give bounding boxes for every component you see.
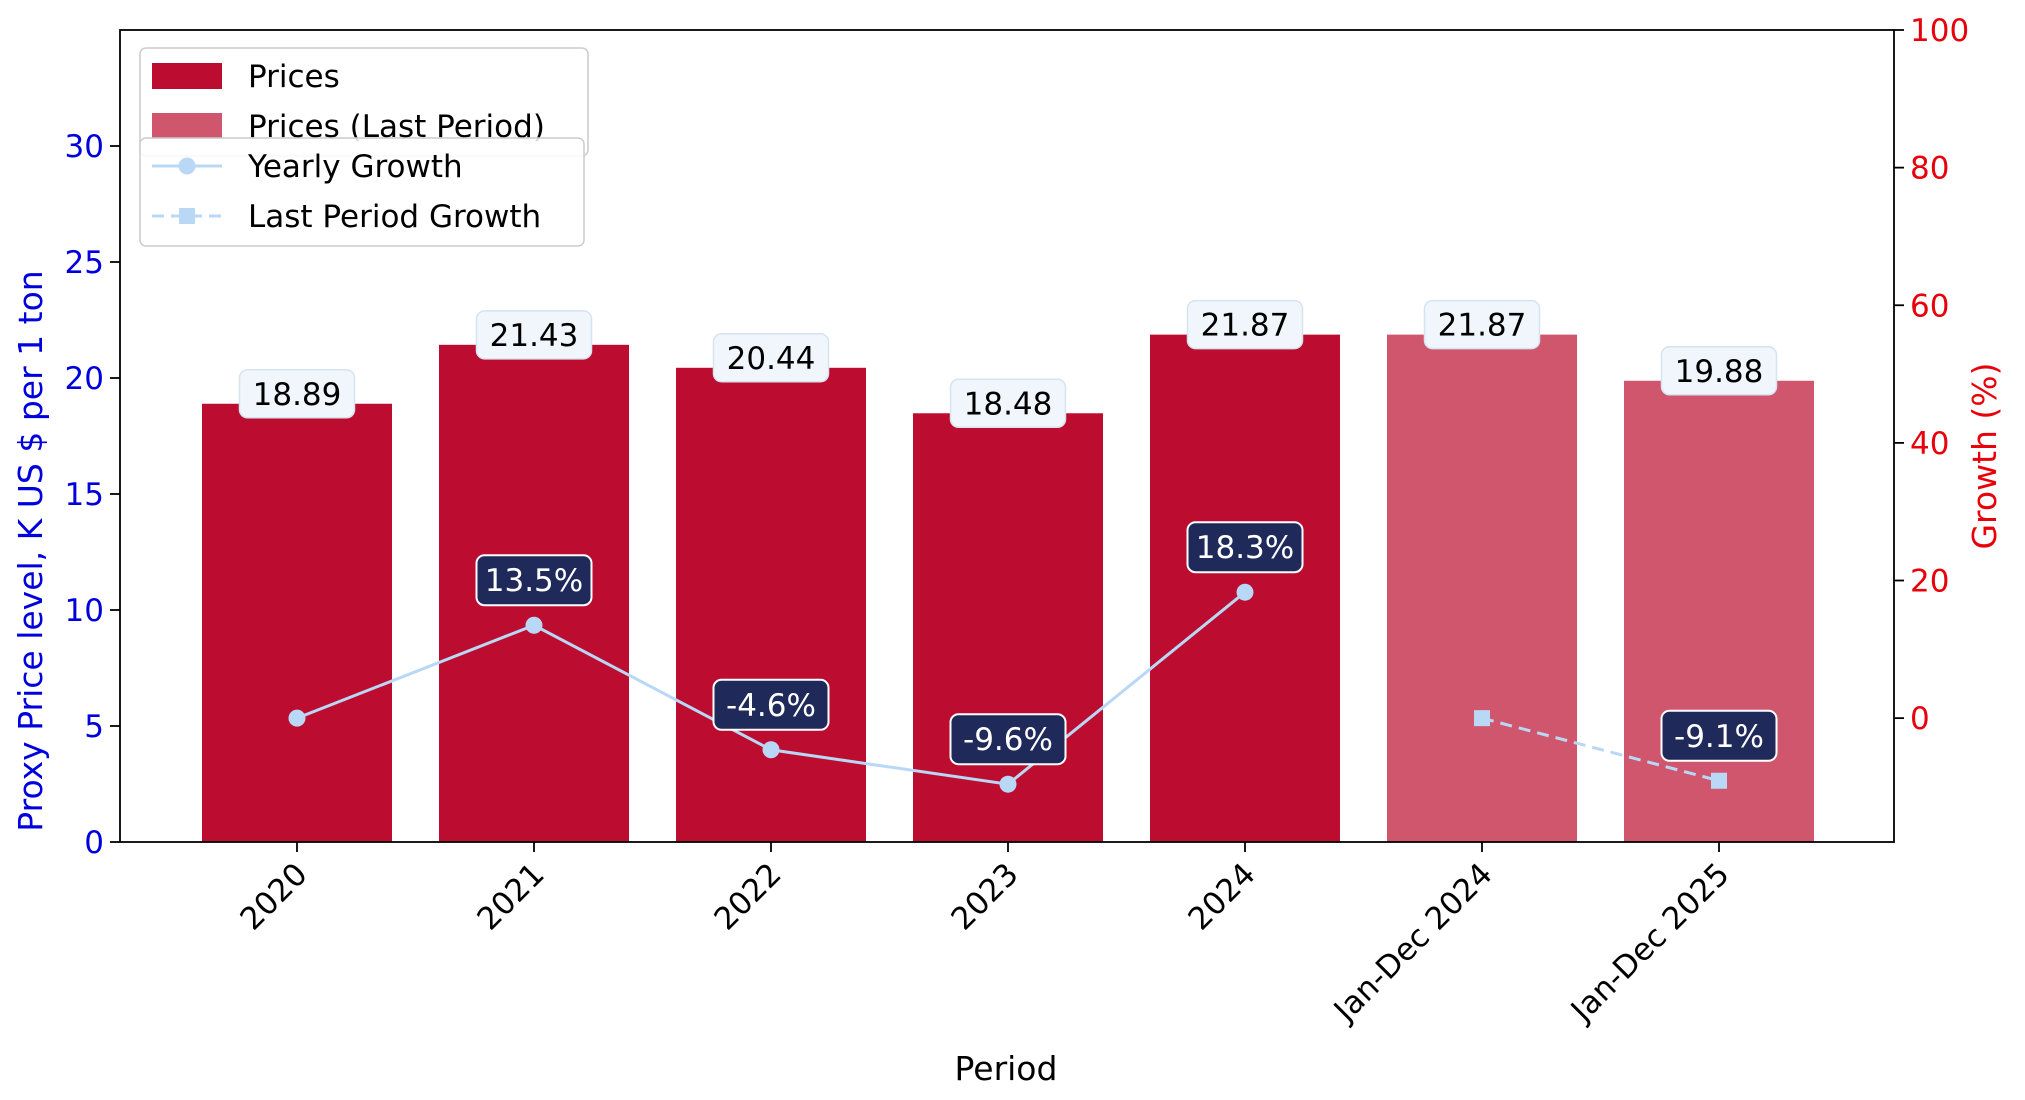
growth-value-label-box (1186, 521, 1304, 574)
bar (202, 403, 392, 842)
growth-line (1481, 716, 1720, 783)
data-labels-layer: 18.89 21.43 20.44 18.48 21.87 21.87 19.88 13.5%… (238, 299, 1778, 766)
legend-swatch (152, 113, 222, 139)
growth-value-label-box (1660, 709, 1778, 762)
y-right-tick-label: 60 (1910, 288, 1949, 324)
bar-value-label: 21.87 (1438, 308, 1527, 344)
growth-value-label-box (712, 678, 830, 731)
bar-value-label: 18.89 (253, 377, 342, 413)
growth-marker (525, 616, 543, 634)
bar-value-label: 20.44 (727, 341, 816, 377)
bar-value-label-box (1423, 299, 1541, 350)
y-tick-label: 20 (65, 361, 104, 397)
x-axis-title: Period (955, 1049, 1058, 1088)
y-tick-label: 30 (65, 129, 104, 165)
y-right-tick-label: 40 (1910, 426, 1949, 462)
plot-frame (119, 29, 1895, 843)
y-right-tick-label: 20 (1910, 564, 1949, 600)
legend-marker (178, 157, 196, 175)
y-axis-title: Proxy Price level, K US $ per 1 ton (11, 270, 50, 831)
growth-value-label-box (949, 713, 1067, 766)
bar-value-label-box (475, 310, 593, 360)
legend-entry: Last Period Growth (248, 199, 541, 235)
y-right-tick-label: 80 (1910, 151, 1949, 187)
legend-swatch (152, 63, 222, 89)
growth-value-label: -9.1% (1674, 719, 1764, 755)
bar-value-label-box (1660, 346, 1778, 396)
y-tick-label: 5 (84, 709, 104, 745)
bar-value-label: 18.48 (964, 386, 1053, 422)
bar (1387, 334, 1577, 842)
bar-value-label: 21.87 (1201, 308, 1290, 344)
y-tick-label: 0 (84, 825, 104, 861)
bar-value-label: 19.88 (1675, 354, 1764, 390)
bar (913, 413, 1103, 842)
growth-marker (999, 775, 1017, 793)
growth-marker (1474, 710, 1490, 727)
lines-layer (288, 583, 1727, 793)
y-axis-right-title: Growth (%) (1965, 362, 2004, 549)
y-right-tick-label: 100 (1910, 13, 1969, 49)
bar (676, 367, 866, 842)
bar-value-label-box (1186, 299, 1304, 350)
growth-marker (762, 741, 780, 759)
bar-value-label-box (949, 378, 1067, 429)
y-tick-label: 10 (65, 593, 104, 629)
bar-value-label-box (712, 333, 830, 383)
growth-marker (1711, 772, 1727, 789)
growth-value-label: 13.5% (485, 563, 583, 599)
legend-marker (179, 208, 195, 224)
legend-box-lines (139, 137, 585, 247)
growth-value-label: -4.6% (726, 688, 816, 724)
growth-value-label: -9.6% (963, 722, 1053, 758)
growth-marker (1236, 583, 1254, 601)
y-tick-label: 25 (65, 245, 104, 281)
y-right-tick-label: 0 (1910, 701, 1930, 737)
bar-value-label-box (238, 369, 356, 419)
legend-entry: Yearly Growth (247, 149, 463, 185)
growth-marker (288, 709, 306, 727)
bar-value-label: 21.43 (490, 318, 579, 354)
y-tick-label: 15 (65, 477, 104, 513)
legend-entry: Prices (248, 59, 340, 95)
growth-value-label-box (475, 554, 593, 607)
growth-value-label: 18.3% (1196, 530, 1294, 566)
